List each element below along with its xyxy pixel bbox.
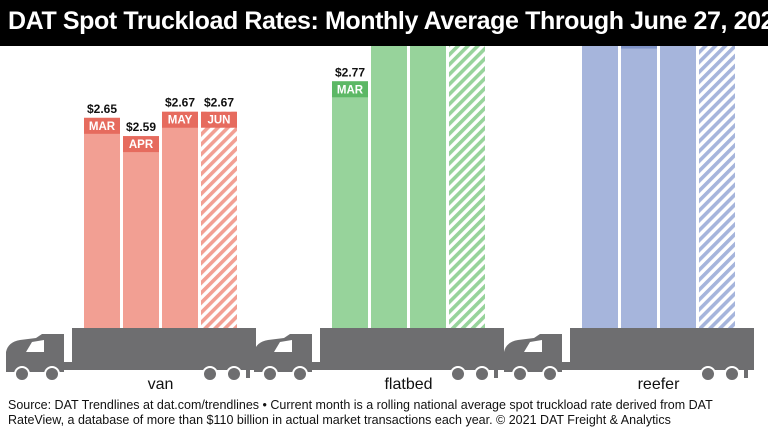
value-label: $2.77 <box>335 65 365 79</box>
wheel <box>16 368 28 380</box>
bar-flatbed-apr <box>371 46 407 328</box>
bar-van-may <box>162 111 198 328</box>
chart-title: DAT Spot Truckload Rates: Monthly Averag… <box>8 7 768 35</box>
wheel <box>544 368 556 380</box>
source-note: Source: DAT Trendlines at dat.com/trendl… <box>8 398 713 427</box>
value-label: $2.67 <box>204 96 234 110</box>
trailer-body <box>570 328 754 366</box>
mud-flap <box>494 366 498 378</box>
month-tag <box>162 111 198 128</box>
mud-flap <box>246 366 250 378</box>
wheel <box>294 368 306 380</box>
truck-cab <box>504 334 562 372</box>
trailer-frame <box>68 366 256 370</box>
month-label: JUN <box>207 115 230 127</box>
bar-reefer-may <box>660 46 696 329</box>
title-bar: DAT Spot Truckload Rates: Monthly Averag… <box>0 0 768 46</box>
bar-van-jun <box>201 111 237 328</box>
bar-reefer-jun <box>699 46 735 328</box>
month-tag <box>332 81 368 98</box>
month-label: MAY <box>168 115 193 127</box>
group-label-reefer: reefer <box>638 376 680 393</box>
trailer-frame <box>566 366 754 370</box>
wheel <box>264 368 276 380</box>
month-label: APR <box>129 139 154 151</box>
value-label: $2.65 <box>87 102 117 116</box>
group-label-van: van <box>148 376 174 393</box>
month-tag <box>201 111 237 128</box>
wheel <box>46 368 58 380</box>
truck-cab <box>254 334 312 372</box>
month-tag <box>621 46 657 49</box>
trailer-frame <box>316 366 504 370</box>
group-label-flatbed: flatbed <box>384 376 432 393</box>
wheel <box>514 368 526 380</box>
wheel <box>228 368 240 380</box>
month-label: APR <box>627 46 652 48</box>
value-label: $2.67 <box>165 96 195 110</box>
truck-cab <box>6 334 64 372</box>
wheel <box>452 368 464 380</box>
month-label: MAR <box>337 84 364 96</box>
wheel <box>476 368 488 380</box>
cab-window <box>524 340 542 352</box>
fifth-wheel <box>310 362 324 370</box>
wheel <box>726 368 738 380</box>
cab-window <box>26 340 44 352</box>
cab-window <box>274 340 292 352</box>
month-label: MAR <box>89 121 116 133</box>
value-label: $2.59 <box>126 120 156 134</box>
month-tag <box>123 136 159 153</box>
wheel <box>702 368 714 380</box>
bar-van-mar <box>84 117 120 329</box>
fifth-wheel <box>560 362 574 370</box>
month-tag <box>84 117 120 134</box>
trailer-body <box>72 328 256 366</box>
trailer-body <box>320 328 504 366</box>
fifth-wheel <box>62 362 76 370</box>
bar-flatbed-jun <box>449 46 485 328</box>
bar-flatbed-may <box>410 46 446 329</box>
bar-chart: MAR $2.65 APR $2.59 MAY $2.67 JUN $2.67 van MAR $2… <box>6 46 754 393</box>
bar-reefer-mar <box>582 46 618 328</box>
mud-flap <box>744 366 748 378</box>
bar-flatbed-mar <box>332 81 368 328</box>
wheel <box>204 368 216 380</box>
bar-reefer-apr <box>621 46 657 329</box>
bar-van-apr <box>123 136 159 328</box>
